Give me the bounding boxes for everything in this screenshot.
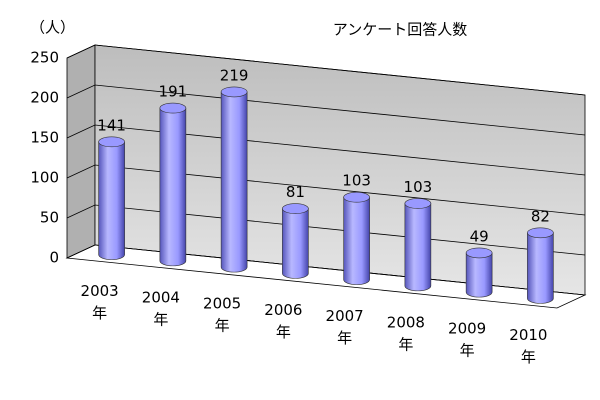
bar [465,247,493,298]
y-tick-label: 250 [30,49,59,67]
x-tick-label: 2010 年 [509,325,547,365]
bar [98,136,125,260]
x-tick-label: 2008 年 [387,313,425,353]
bar [159,102,187,267]
value-label: 219 [220,66,249,84]
x-tick-label: 2006 年 [264,300,302,340]
grid-line [66,44,586,96]
y-tick-label: 150 [30,129,59,147]
value-label: 82 [531,207,550,225]
x-tick-label: 2005 年 [203,294,241,334]
x-tick-label: 2003 年 [81,282,119,322]
x-tick-label: 2009 年 [448,319,486,359]
value-label: 103 [404,178,433,196]
value-label: 191 [159,83,188,101]
x-tick-label: 2004 年 [142,288,180,328]
grid-line [66,124,586,176]
value-label: 103 [342,172,371,190]
value-label: 141 [97,116,126,134]
grid-line [66,164,586,216]
side-wall [66,44,96,259]
bar [527,227,554,304]
bar [282,203,309,279]
y-tick-label: 100 [30,169,59,187]
x-tick-label: 2007 年 [326,307,364,347]
bar [343,191,370,285]
value-label: 81 [286,183,305,201]
chart-title: アンケート回答人数 [333,21,467,39]
y-tick-label: 0 [49,249,59,267]
grid-line [66,84,586,136]
y-tick-label: 200 [30,89,59,107]
y-axis-label: （人） [30,19,75,37]
value-label: 49 [470,227,489,245]
bar [220,86,248,273]
y-tick-label: 50 [40,209,59,227]
bar [404,198,432,292]
